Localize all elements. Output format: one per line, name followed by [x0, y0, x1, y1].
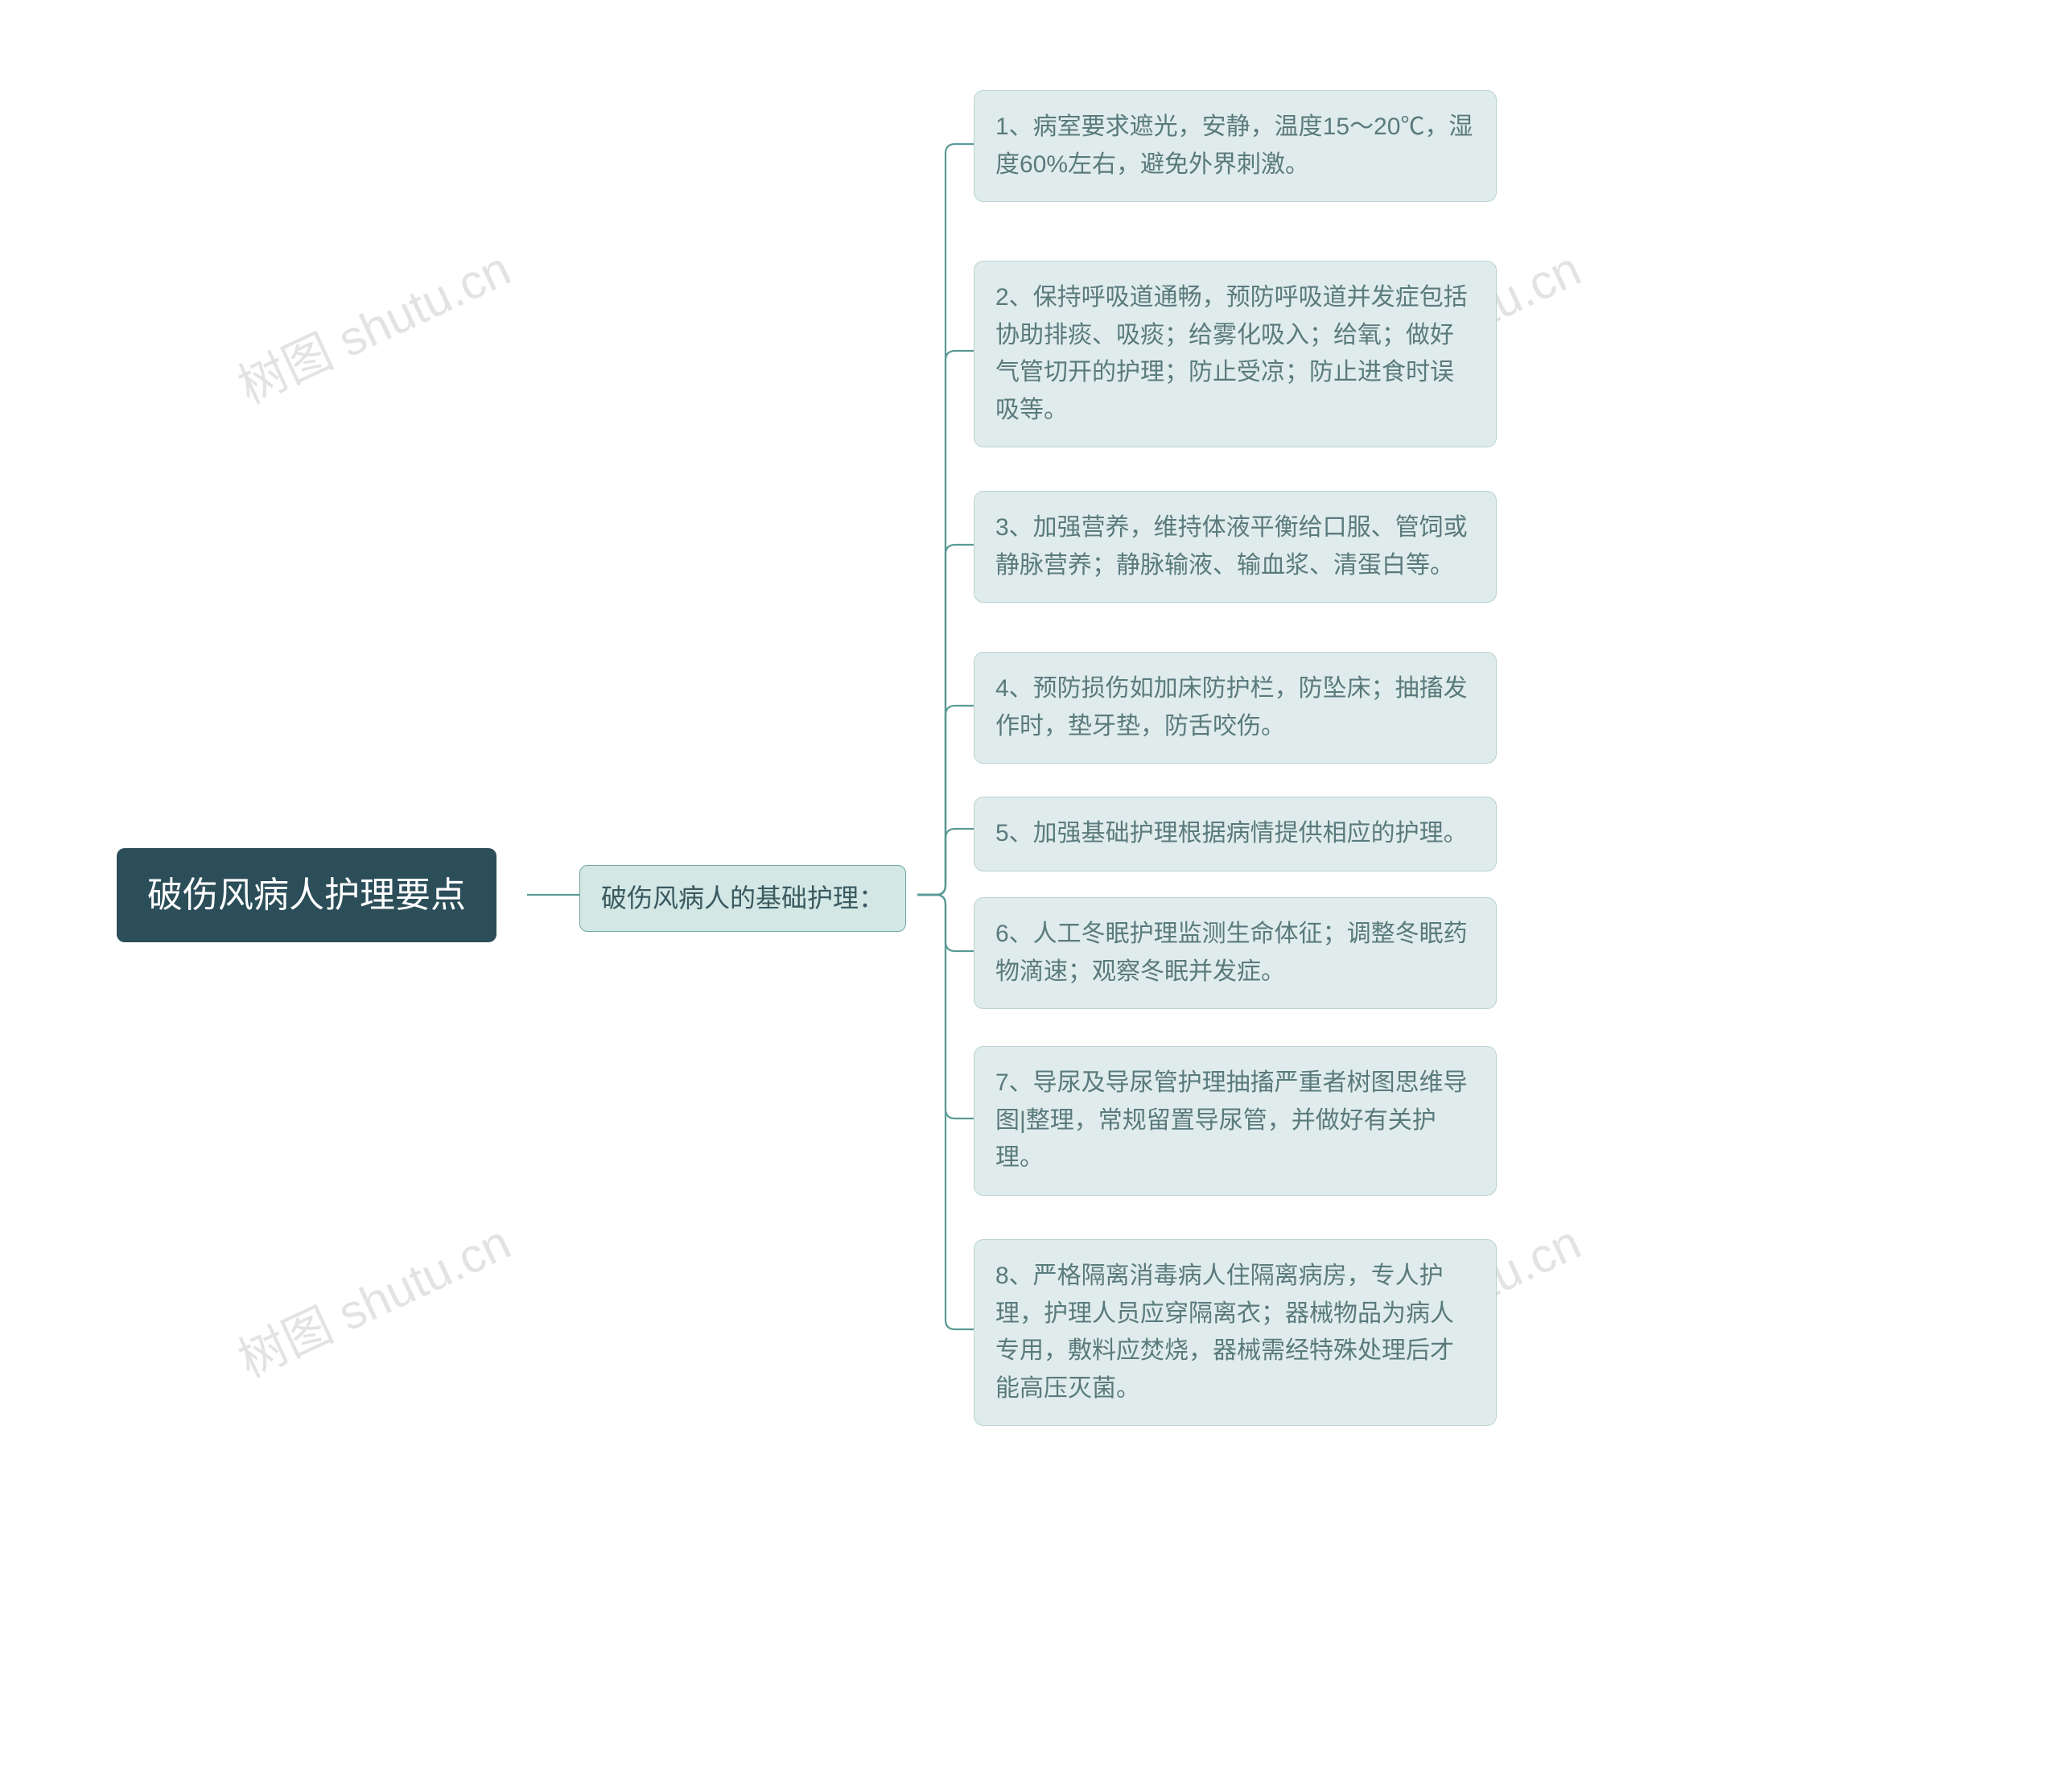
watermark: 树图 shutu.cn [225, 230, 520, 417]
leaf-node-4[interactable]: 4、预防损伤如加床防护栏，防坠床；抽搐发作时，垫牙垫，防舌咬伤。 [974, 652, 1497, 764]
mindmap-canvas: 树图 shutu.cn 树图 shutu.cn 树图 shutu.cn 树图 s… [0, 0, 2060, 1792]
leaf-node-3[interactable]: 3、加强营养，维持体液平衡给口服、管饲或静脉营养；静脉输液、输血浆、清蛋白等。 [974, 491, 1497, 603]
leaf-node-6[interactable]: 6、人工冬眠护理监测生命体征；调整冬眠药物滴速；观察冬眠并发症。 [974, 897, 1497, 1009]
leaf-node-5[interactable]: 5、加强基础护理根据病情提供相应的护理。 [974, 797, 1497, 871]
leaf-node-7[interactable]: 7、导尿及导尿管护理抽搐严重者树图思维导图|整理，常规留置导尿管，并做好有关护理… [974, 1046, 1497, 1196]
mid-node[interactable]: 破伤风病人的基础护理： [579, 865, 906, 932]
leaf-node-2[interactable]: 2、保持呼吸道通畅，预防呼吸道并发症包括协助排痰、吸痰；给雾化吸入；给氧；做好气… [974, 261, 1497, 447]
root-node[interactable]: 破伤风病人护理要点 [117, 848, 496, 942]
leaf-node-1[interactable]: 1、病室要求遮光，安静，温度15～20℃，湿度60%左右，避免外界刺激。 [974, 90, 1497, 202]
watermark: 树图 shutu.cn [225, 1204, 520, 1390]
leaf-node-8[interactable]: 8、严格隔离消毒病人住隔离病房，专人护理，护理人员应穿隔离衣；器械物品为病人专用… [974, 1239, 1497, 1426]
